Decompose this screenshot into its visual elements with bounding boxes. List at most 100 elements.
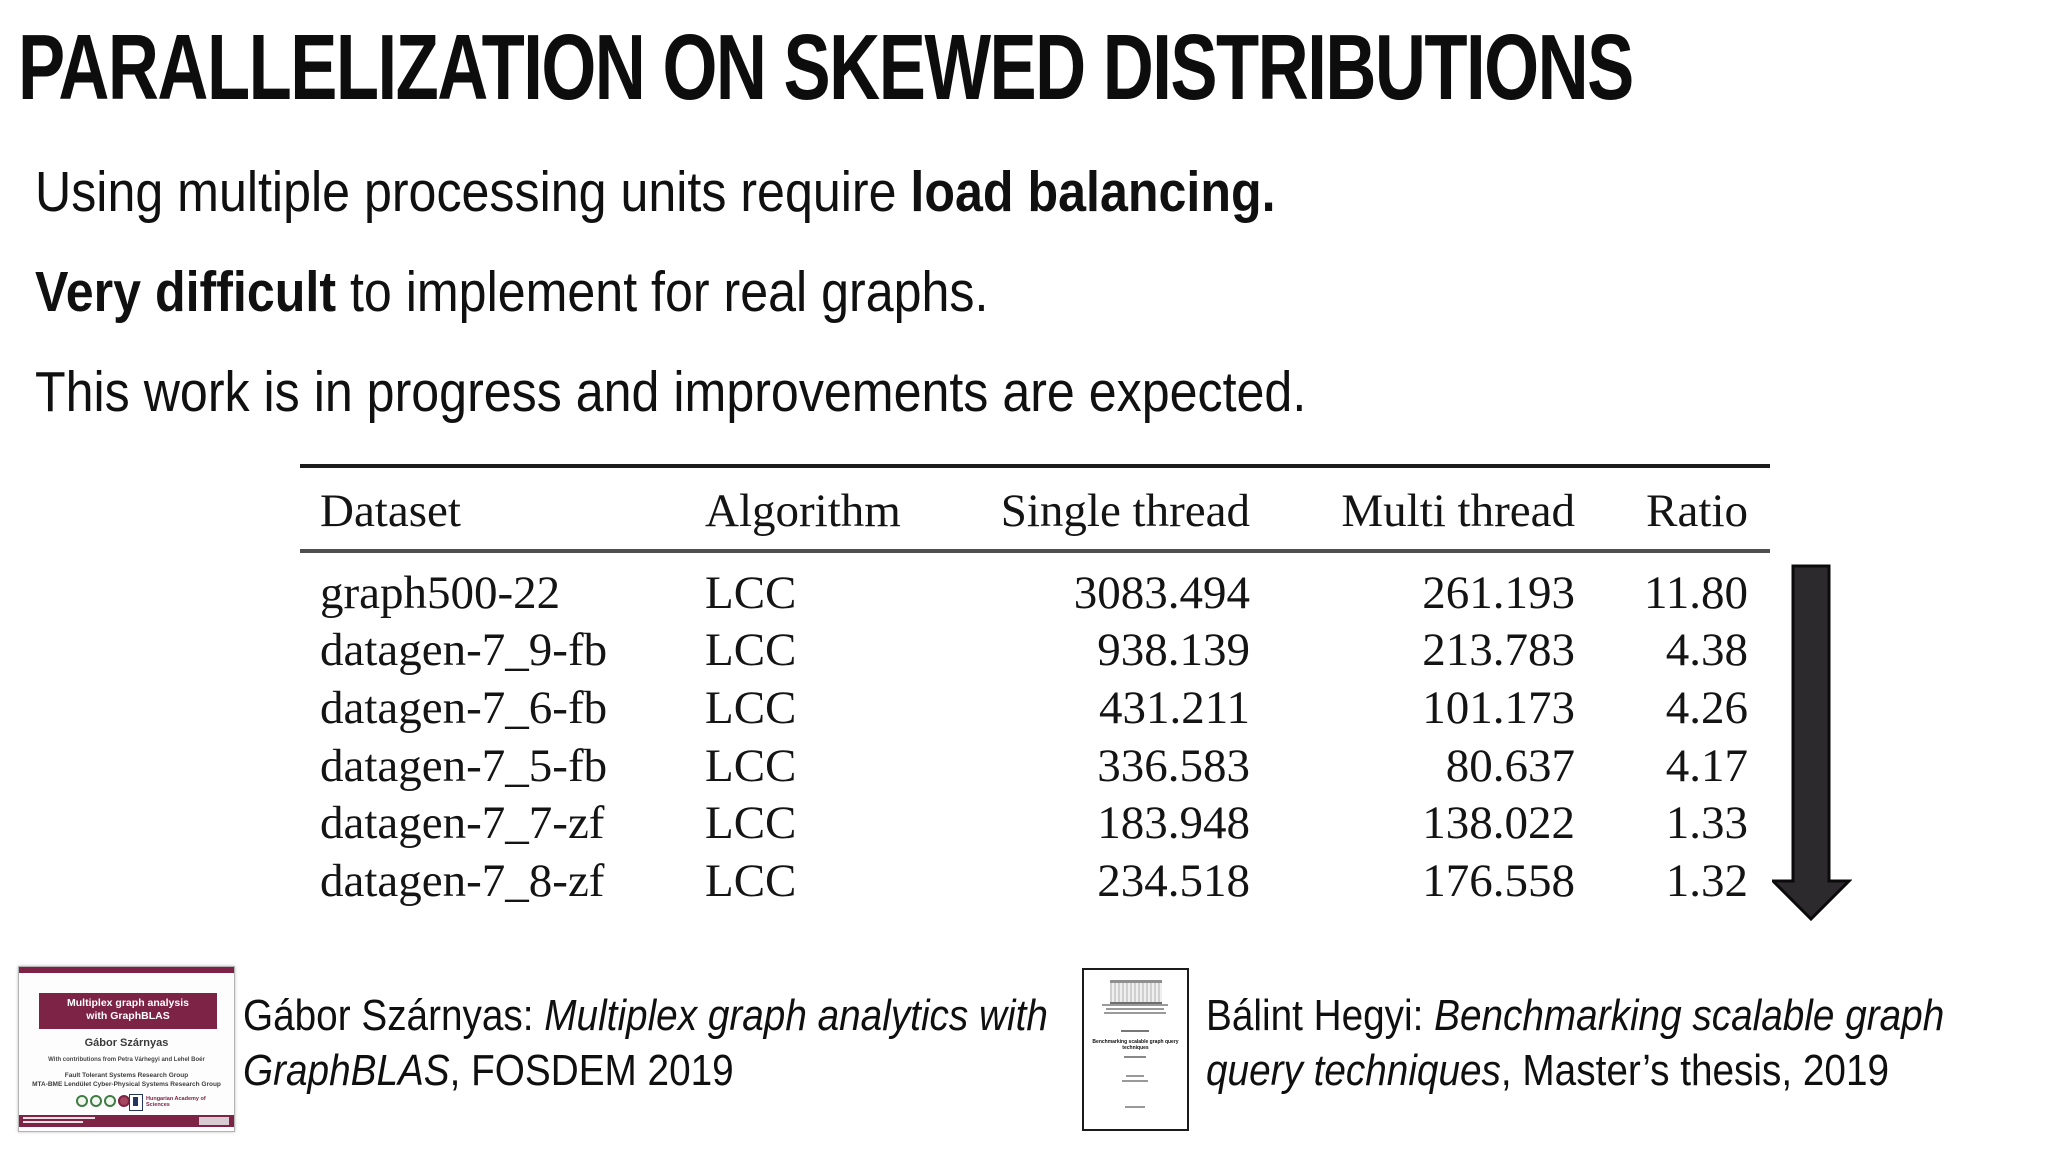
cover-subtitle-bar xyxy=(1124,1056,1146,1058)
table-cell: LCC xyxy=(705,624,797,677)
table-top-rule xyxy=(300,464,1770,468)
table-cell: LCC xyxy=(705,739,797,792)
table-cell: datagen-7_5-fb xyxy=(320,739,608,792)
thesis-title-line: Benchmarking scalable graph query xyxy=(1092,1039,1179,1045)
table-cell: 138.022 xyxy=(1422,797,1575,850)
thumbnail-author: Gábor Szárnyas xyxy=(84,1037,169,1049)
body-segment-bold: load balancing. xyxy=(910,160,1276,224)
table-body: graph500-22 LCC 3083.494 261.193 11.80 d… xyxy=(300,564,1770,910)
down-arrow-icon xyxy=(1772,564,1852,922)
body-segment: Using multiple processing units require xyxy=(35,160,911,224)
cover-supervisor-bar xyxy=(1126,1075,1144,1077)
logo-circle-icon xyxy=(76,1095,88,1107)
table-cell: LCC xyxy=(705,854,797,907)
academy-logo-icon xyxy=(129,1094,143,1111)
table-cell: 938.139 xyxy=(1097,624,1250,677)
table-cell: datagen-7_8-zf xyxy=(320,854,605,907)
body-segment-bold: Very difficult xyxy=(35,260,337,324)
footer-logo-box xyxy=(199,1117,229,1125)
cover-text-bar xyxy=(1102,1004,1168,1006)
thumbnail-title-line: Multiplex graph analysis xyxy=(67,997,189,1009)
table-header-algorithm: Algorithm xyxy=(705,485,901,537)
body-line-3: This work is in progress and improvement… xyxy=(35,342,1306,442)
table-header-multi-thread: Multi thread xyxy=(1341,485,1575,537)
table-header-row: Dataset Algorithm Single thread Multi th… xyxy=(300,476,1770,546)
citation-fosdem: Gábor Szárnyas: Multiplex graph analytic… xyxy=(243,988,1079,1098)
citation-work-title: Multiplex graph analytics with GraphBLAS xyxy=(243,991,1048,1095)
page-title: PARALLELIZATION ON SKEWED DISTRIBUTIONS xyxy=(18,15,1634,119)
table-cell: 261.193 xyxy=(1422,566,1575,619)
thesis-title: Benchmarking scalable graph query techni… xyxy=(1088,1039,1183,1051)
academy-text-line: Sciences xyxy=(146,1102,170,1108)
body-line-1: Using multiple processing units require … xyxy=(35,142,1306,242)
thumbnail-title-banner: Multiplex graph analysis with GraphBLAS xyxy=(39,993,217,1029)
table-row: datagen-7_6-fb LCC 431.211 101.173 4.26 xyxy=(300,679,1770,737)
table-cell: 4.17 xyxy=(1665,739,1748,792)
table-cell: 4.26 xyxy=(1665,681,1748,734)
cover-supervisor-bar xyxy=(1122,1080,1148,1082)
table-header-dataset: Dataset xyxy=(320,485,461,537)
table-row: datagen-7_5-fb LCC 336.583 80.637 4.17 xyxy=(300,737,1770,795)
table-header-single-thread: Single thread xyxy=(1000,485,1250,537)
citation-venue: , FOSDEM 2019 xyxy=(449,1046,734,1095)
body-text: Using multiple processing units require … xyxy=(35,142,1306,442)
table-cell: datagen-7_6-fb xyxy=(320,681,608,734)
university-building-icon xyxy=(1110,980,1162,1004)
table-cell: 101.173 xyxy=(1422,681,1575,734)
academy-logo-text: Hungarian Academy of Sciences xyxy=(146,1096,206,1108)
table-cell: datagen-7_9-fb xyxy=(320,624,608,677)
footer-text-bar xyxy=(23,1121,83,1123)
table-cell: 11.80 xyxy=(1643,566,1748,619)
table-cell: 80.637 xyxy=(1445,739,1575,792)
table-cell: 183.948 xyxy=(1097,797,1250,850)
table-cell: 213.783 xyxy=(1422,624,1575,677)
table-cell: 4.38 xyxy=(1665,624,1748,677)
thesis-title-line: techniques xyxy=(1122,1045,1149,1051)
citation-author: Gábor Szárnyas: xyxy=(243,991,545,1040)
cover-text-bar xyxy=(1106,1008,1164,1010)
cover-text-bar xyxy=(1104,1012,1166,1014)
table-cell: LCC xyxy=(705,681,797,734)
academy-logo-mark xyxy=(133,1097,138,1106)
table-row: graph500-22 LCC 3083.494 261.193 11.80 xyxy=(300,564,1770,622)
table-cell: 1.33 xyxy=(1665,797,1748,850)
table-header-rule xyxy=(300,549,1770,553)
table-cell: datagen-7_7-zf xyxy=(320,797,605,850)
citation-thesis: Bálint Hegyi: Benchmarking scalable grap… xyxy=(1206,988,2046,1098)
table-row: datagen-7_9-fb LCC 938.139 213.783 4.38 xyxy=(300,622,1770,680)
table-cell: 431.211 xyxy=(1098,681,1250,734)
table-cell: LCC xyxy=(705,797,797,850)
thumbnail-logos xyxy=(76,1095,130,1107)
logo-circle-icon xyxy=(104,1095,116,1107)
table-cell: 176.558 xyxy=(1422,854,1575,907)
table-cell: LCC xyxy=(705,566,797,619)
citation-author: Bálint Hegyi: xyxy=(1206,991,1435,1040)
fosdem-slide-thumbnail: Multiplex graph analysis with GraphBLAS … xyxy=(18,966,235,1132)
table-row: datagen-7_8-zf LCC 234.518 176.558 1.32 xyxy=(300,852,1770,910)
body-line-2: Very difficult to implement for real gra… xyxy=(35,242,1306,342)
academy-text-line: Hungarian Academy of xyxy=(146,1096,206,1102)
citation-work-title: Benchmarking scalable graph query techni… xyxy=(1206,991,1945,1095)
cover-date-bar xyxy=(1125,1106,1145,1108)
table-cell: 234.518 xyxy=(1097,854,1250,907)
thumbnail-research-group-1: Fault Tolerant Systems Research Group xyxy=(64,1072,189,1079)
thumbnail-top-strip xyxy=(19,967,234,973)
thumbnail-footer-bar xyxy=(19,1115,234,1127)
body-segment: to implement for real graphs. xyxy=(336,260,989,324)
thesis-cover-thumbnail: Benchmarking scalable graph query techni… xyxy=(1082,968,1189,1131)
table-row: datagen-7_7-zf LCC 183.948 138.022 1.33 xyxy=(300,794,1770,852)
cover-author-bar xyxy=(1121,1030,1149,1032)
logo-circle-icon xyxy=(90,1095,102,1107)
thumbnail-title-line: with GraphBLAS xyxy=(86,1010,170,1022)
table-cell: 3083.494 xyxy=(1073,566,1250,619)
citation-venue: , Master’s thesis, 2019 xyxy=(1500,1046,1890,1095)
table-header-ratio: Ratio xyxy=(1646,485,1748,537)
footer-text-bar xyxy=(23,1117,95,1119)
thumbnail-research-group-2: MTA-BME Lendület Cyber-Physical Systems … xyxy=(32,1081,221,1088)
table-cell: graph500-22 xyxy=(320,566,561,619)
body-segment: This work is in progress and improvement… xyxy=(35,360,1307,424)
table-cell: 1.32 xyxy=(1665,854,1748,907)
table-cell: 336.583 xyxy=(1097,739,1250,792)
thumbnail-contributions: With contributions from Petra Várhegyi a… xyxy=(48,1057,205,1063)
